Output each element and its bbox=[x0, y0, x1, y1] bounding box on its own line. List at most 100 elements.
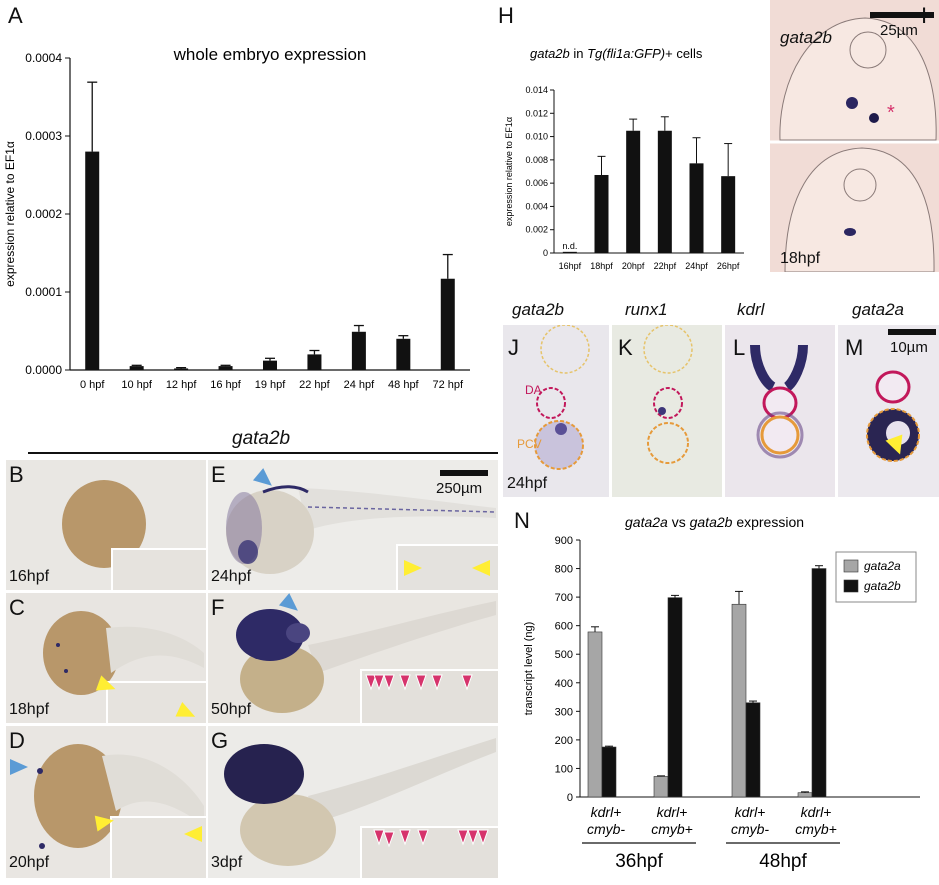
pcv-label: PCV bbox=[517, 437, 542, 451]
x-tick-label: cmyb- bbox=[731, 821, 769, 837]
bar-gata2b bbox=[811, 568, 827, 798]
group-label: 48hpf bbox=[759, 851, 807, 872]
bar-gata2b bbox=[745, 702, 761, 798]
yellow-arrow-icon bbox=[404, 560, 422, 576]
l-gene-label: kdrl bbox=[737, 300, 765, 319]
x-tick-label: cmyb- bbox=[587, 821, 625, 837]
d-time: 20hpf bbox=[9, 854, 50, 871]
chart-h-ylabel: expression relative to EF1α bbox=[504, 117, 514, 226]
y-tick-label: 0.0004 bbox=[25, 51, 62, 65]
bar bbox=[657, 130, 672, 253]
panel-label-l: L bbox=[733, 335, 746, 360]
x-tick-label: 16hpf bbox=[559, 261, 582, 271]
y-tick-label: 700 bbox=[555, 592, 573, 604]
legend-swatch bbox=[843, 559, 859, 573]
bar bbox=[218, 366, 233, 370]
yellow-arrow-icon bbox=[94, 812, 116, 832]
bar bbox=[129, 366, 144, 370]
bar bbox=[440, 278, 455, 370]
bar bbox=[174, 368, 189, 370]
bar-gata2b bbox=[601, 746, 617, 798]
y-tick-label: 0 bbox=[567, 792, 573, 804]
panel-label-k: K bbox=[618, 335, 633, 360]
i-scale-label: 25µm bbox=[880, 22, 918, 39]
x-tick-label: kdrl+ bbox=[801, 804, 832, 820]
bar bbox=[626, 130, 641, 253]
y-tick-label: 500 bbox=[555, 649, 573, 661]
photo-g-embryo: 3dpf bbox=[208, 726, 498, 878]
x-tick-label: kdrl+ bbox=[735, 804, 766, 820]
bar bbox=[396, 338, 411, 370]
bar-gata2b bbox=[667, 597, 683, 798]
legend-label: gata2b bbox=[864, 579, 901, 593]
legend-swatch bbox=[843, 579, 859, 593]
x-tick-label: 18hpf bbox=[590, 261, 613, 271]
panel-label-j: J bbox=[508, 335, 519, 360]
x-tick-label: cmyb+ bbox=[651, 821, 693, 837]
m-scale-label: 10µm bbox=[890, 339, 928, 356]
inset-b bbox=[111, 548, 206, 590]
y-tick-label: 400 bbox=[555, 678, 573, 690]
photo-i-section: gata2b 25µm * 18hpf bbox=[770, 0, 939, 272]
f-time: 50hpf bbox=[211, 701, 252, 718]
legend-label: gata2a bbox=[864, 559, 901, 573]
yellow-arrow-icon bbox=[472, 560, 490, 576]
y-tick-label: 900 bbox=[555, 535, 573, 547]
c-time: 18hpf bbox=[9, 701, 50, 718]
chart-a-ylabel: expression relative to EF1α bbox=[3, 141, 17, 287]
e-time: 24hpf bbox=[211, 568, 252, 585]
x-tick-label: kdrl+ bbox=[591, 804, 622, 820]
e-scale-label: 250µm bbox=[436, 480, 483, 497]
y-tick-label: 0.0001 bbox=[25, 285, 62, 299]
photo-b-embryo: 16hpf bbox=[6, 460, 206, 590]
g-time: 3dpf bbox=[211, 854, 243, 871]
x-tick-label: cmyb+ bbox=[795, 821, 837, 837]
y-tick-label: 0.0002 bbox=[25, 207, 62, 221]
photo-c-embryo: 18hpf bbox=[6, 593, 206, 723]
bar-gata2a bbox=[587, 631, 603, 798]
photo-l-section bbox=[725, 325, 835, 497]
m-gene-label: gata2a bbox=[852, 300, 904, 319]
bar bbox=[721, 176, 736, 253]
da-label: DA bbox=[525, 383, 542, 397]
m-scale-bar bbox=[888, 329, 936, 335]
nd-annotation: n.d. bbox=[562, 241, 577, 251]
photo-d-embryo: 20hpf bbox=[6, 726, 206, 878]
i-time-label: 18hpf bbox=[780, 250, 821, 267]
chart-n-gata2a-vs-gata2b: gata2a vs gata2b expression transcript le… bbox=[523, 514, 920, 872]
y-tick-label: 0.002 bbox=[525, 225, 548, 235]
y-tick-label: 0.012 bbox=[525, 108, 548, 118]
panel-label-a: A bbox=[8, 3, 23, 28]
y-tick-label: 200 bbox=[555, 735, 573, 747]
chart-a-title: whole embryo expression bbox=[173, 45, 367, 64]
blue-arrow-icon bbox=[10, 759, 28, 775]
embryo-gene-header: gata2b bbox=[232, 428, 291, 449]
chart-a-whole-embryo: whole embryo expression expression relati… bbox=[3, 45, 470, 391]
j-gene-label: gata2b bbox=[512, 300, 564, 319]
i-scale-bar bbox=[870, 12, 934, 18]
bar bbox=[562, 251, 577, 253]
y-tick-label: 0 bbox=[543, 248, 548, 258]
y-tick-label: 100 bbox=[555, 763, 573, 775]
panel-label-g: G bbox=[211, 728, 229, 753]
k-gene-label: runx1 bbox=[625, 300, 668, 319]
bar bbox=[594, 174, 609, 253]
panel-label-n: N bbox=[514, 508, 530, 533]
x-tick-label: 72 hpf bbox=[432, 379, 464, 391]
y-tick-label: 0.006 bbox=[525, 178, 548, 188]
e-scale-bar bbox=[440, 470, 488, 476]
photo-f-embryo: 50hpf bbox=[208, 593, 498, 723]
bar-gata2a bbox=[731, 603, 747, 798]
photo-m-section: 10µm bbox=[838, 325, 939, 497]
y-tick-label: 600 bbox=[555, 621, 573, 633]
panel-label-h: H bbox=[498, 3, 514, 28]
panel-label-m: M bbox=[845, 335, 864, 360]
y-tick-label: 0.014 bbox=[525, 85, 548, 95]
b-time: 16hpf bbox=[9, 568, 50, 585]
y-tick-label: 800 bbox=[555, 564, 573, 576]
photo-j-section: DA PCV 24hpf bbox=[503, 325, 609, 497]
panel-label-e: E bbox=[211, 462, 226, 487]
legend-box bbox=[835, 551, 917, 603]
bar bbox=[263, 360, 277, 370]
i-gene-label: gata2b bbox=[780, 28, 832, 47]
